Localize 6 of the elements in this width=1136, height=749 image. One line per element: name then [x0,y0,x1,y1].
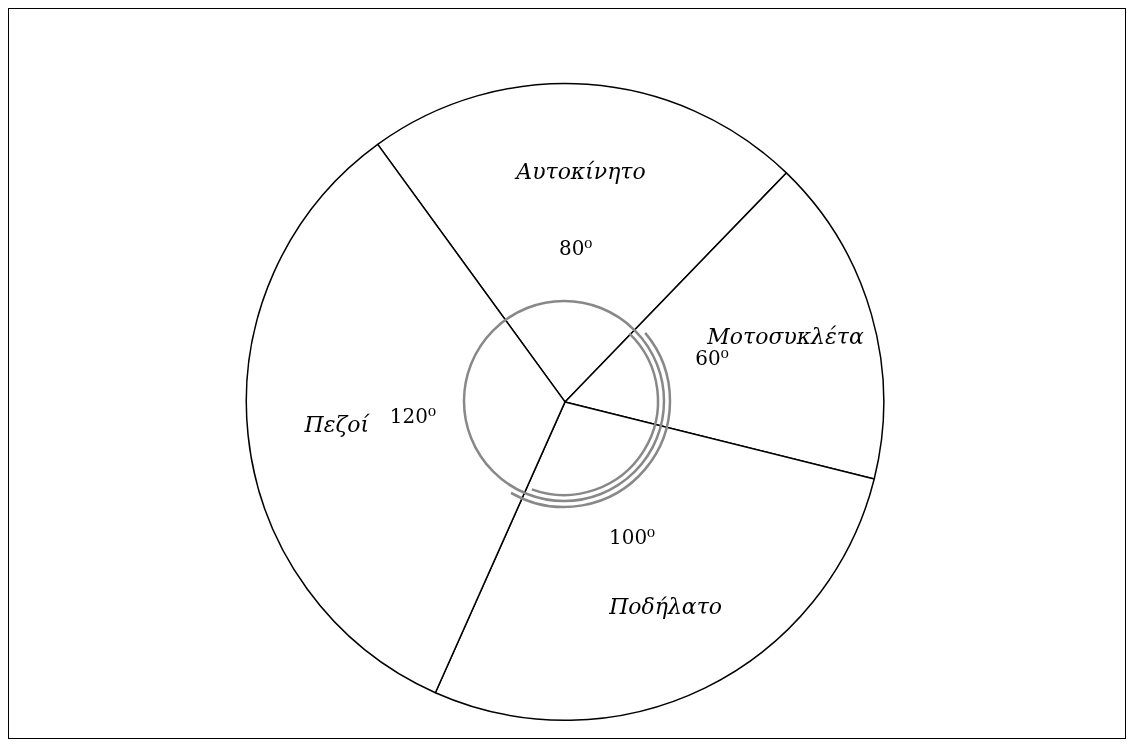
slice-label: Αυτοκίνητο [514,158,646,184]
data-label: 80⁰ [558,235,593,260]
data-label: 100⁰ [609,525,656,550]
data-label: 120⁰ [389,404,436,429]
slice-label: Πεζοί [303,411,371,437]
slice-label: Ποδήλατο [608,593,722,619]
